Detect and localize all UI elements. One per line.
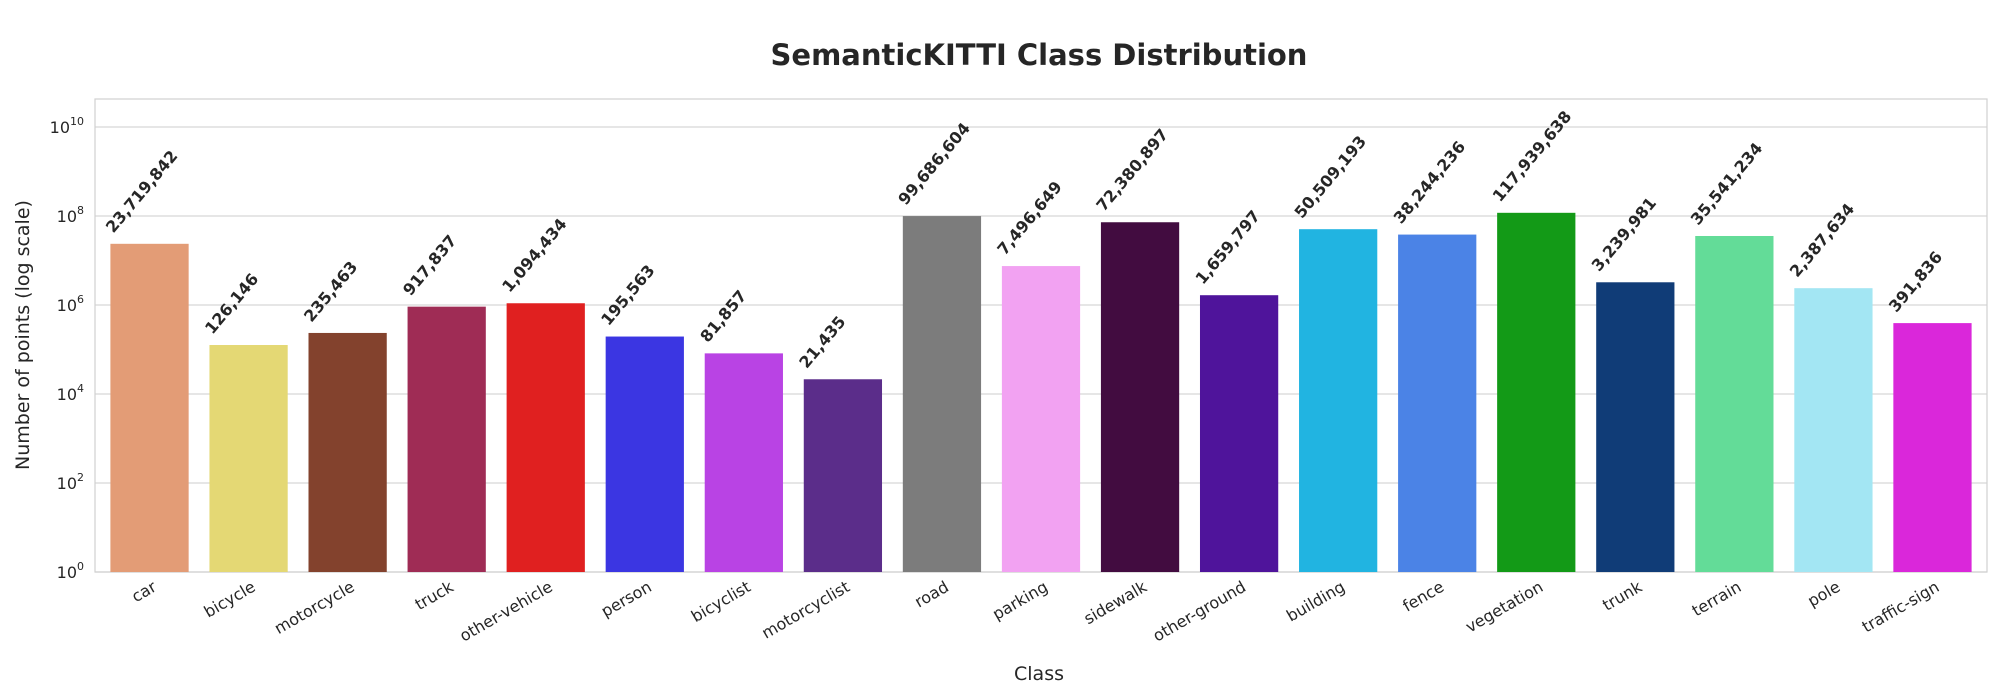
bars <box>110 212 1972 573</box>
x-tick-label-other-ground: other-ground <box>1150 577 1250 645</box>
x-tick-label-motorcyclist: motorcyclist <box>758 577 853 643</box>
x-tick-label-traffic-sign: traffic-sign <box>1859 577 1943 636</box>
bar-bicyclist <box>704 353 783 572</box>
data-label-car: 23,719,842 <box>102 147 182 237</box>
data-label-person: 195,563 <box>597 261 658 329</box>
data-label-vegetation: 117,939,638 <box>1489 107 1576 205</box>
x-tick-label-truck: truck <box>412 577 458 614</box>
bar-traffic-sign <box>1893 323 1972 572</box>
y-tick-label: 108 <box>57 204 84 226</box>
bar-other-ground <box>1199 295 1279 572</box>
y-axis-ticks: 100 102 104 106 108 1010 <box>50 115 84 582</box>
bar-vegetation <box>1497 212 1576 572</box>
data-label-other-vehicle: 1,094,434 <box>498 215 570 296</box>
data-label-motorcyclist: 21,435 <box>795 312 849 372</box>
x-tick-label-other-vehicle: other-vehicle <box>456 577 556 645</box>
bar-fence <box>1398 234 1477 573</box>
data-label-pole: 2,387,634 <box>1786 200 1858 281</box>
bar-terrain <box>1695 235 1774 572</box>
x-tick-label-building: building <box>1283 577 1348 626</box>
bar-sidewalk <box>1100 222 1180 572</box>
x-tick-label-car: car <box>128 577 160 606</box>
data-label-motorcycle: 235,463 <box>300 257 361 325</box>
x-axis-ticks: car bicycle motorcycle truck other-vehicle pe… <box>128 577 1942 646</box>
data-label-other-ground: 1,659,797 <box>1191 207 1263 288</box>
bar-person <box>605 336 684 572</box>
x-tick-label-pole: pole <box>1804 577 1843 611</box>
bar-road <box>902 216 982 572</box>
bar-motorcyclist <box>803 379 883 572</box>
x-axis-label: Class <box>1014 663 1064 685</box>
bar-pole <box>1794 288 1873 572</box>
x-tick-label-vegetation: vegetation <box>1462 577 1546 636</box>
x-tick-label-terrain: terrain <box>1689 577 1745 620</box>
data-label-parking: 7,496,649 <box>993 177 1065 258</box>
bar-trunk <box>1596 282 1675 572</box>
data-label-terrain: 35,541,234 <box>1687 139 1767 229</box>
data-label-truck: 917,837 <box>399 231 460 299</box>
bar-bicycle <box>209 345 288 572</box>
data-label-sidewalk: 72,380,897 <box>1092 125 1172 215</box>
data-label-road: 99,686,604 <box>894 119 974 209</box>
y-tick-label: 1010 <box>50 115 84 137</box>
x-tick-label-motorcycle: motorcycle <box>271 577 358 638</box>
x-tick-label-fence: fence <box>1399 577 1447 616</box>
y-tick-label: 104 <box>57 382 84 404</box>
bar-truck <box>407 306 486 572</box>
x-tick-label-person: person <box>598 577 655 621</box>
bar-parking <box>1001 266 1081 572</box>
y-axis-label: Number of points (log scale) <box>12 200 34 470</box>
data-label-fence: 38,244,236 <box>1390 137 1470 227</box>
x-tick-label-bicycle: bicycle <box>201 577 259 621</box>
bar-motorcycle <box>308 332 387 572</box>
chart-title: SemanticKITTI Class Distribution <box>771 38 1308 72</box>
x-tick-label-bicyclist: bicyclist <box>688 577 754 626</box>
y-tick-label: 100 <box>57 560 84 582</box>
data-label-bicycle: 126,146 <box>201 270 262 338</box>
bar-other-vehicle <box>506 303 585 572</box>
y-tick-label: 106 <box>57 293 84 315</box>
x-tick-label-sidewalk: sidewalk <box>1080 577 1150 629</box>
bar-building <box>1299 229 1378 572</box>
x-tick-label-trunk: trunk <box>1599 577 1646 615</box>
x-tick-label-road: road <box>911 577 952 611</box>
data-label-trunk: 3,239,981 <box>1588 194 1660 275</box>
bar-car <box>110 243 189 572</box>
x-tick-label-parking: parking <box>989 577 1051 624</box>
y-tick-label: 102 <box>57 471 84 493</box>
data-label-building: 50,509,193 <box>1291 132 1371 222</box>
data-label-bicyclist: 81,857 <box>696 286 750 346</box>
